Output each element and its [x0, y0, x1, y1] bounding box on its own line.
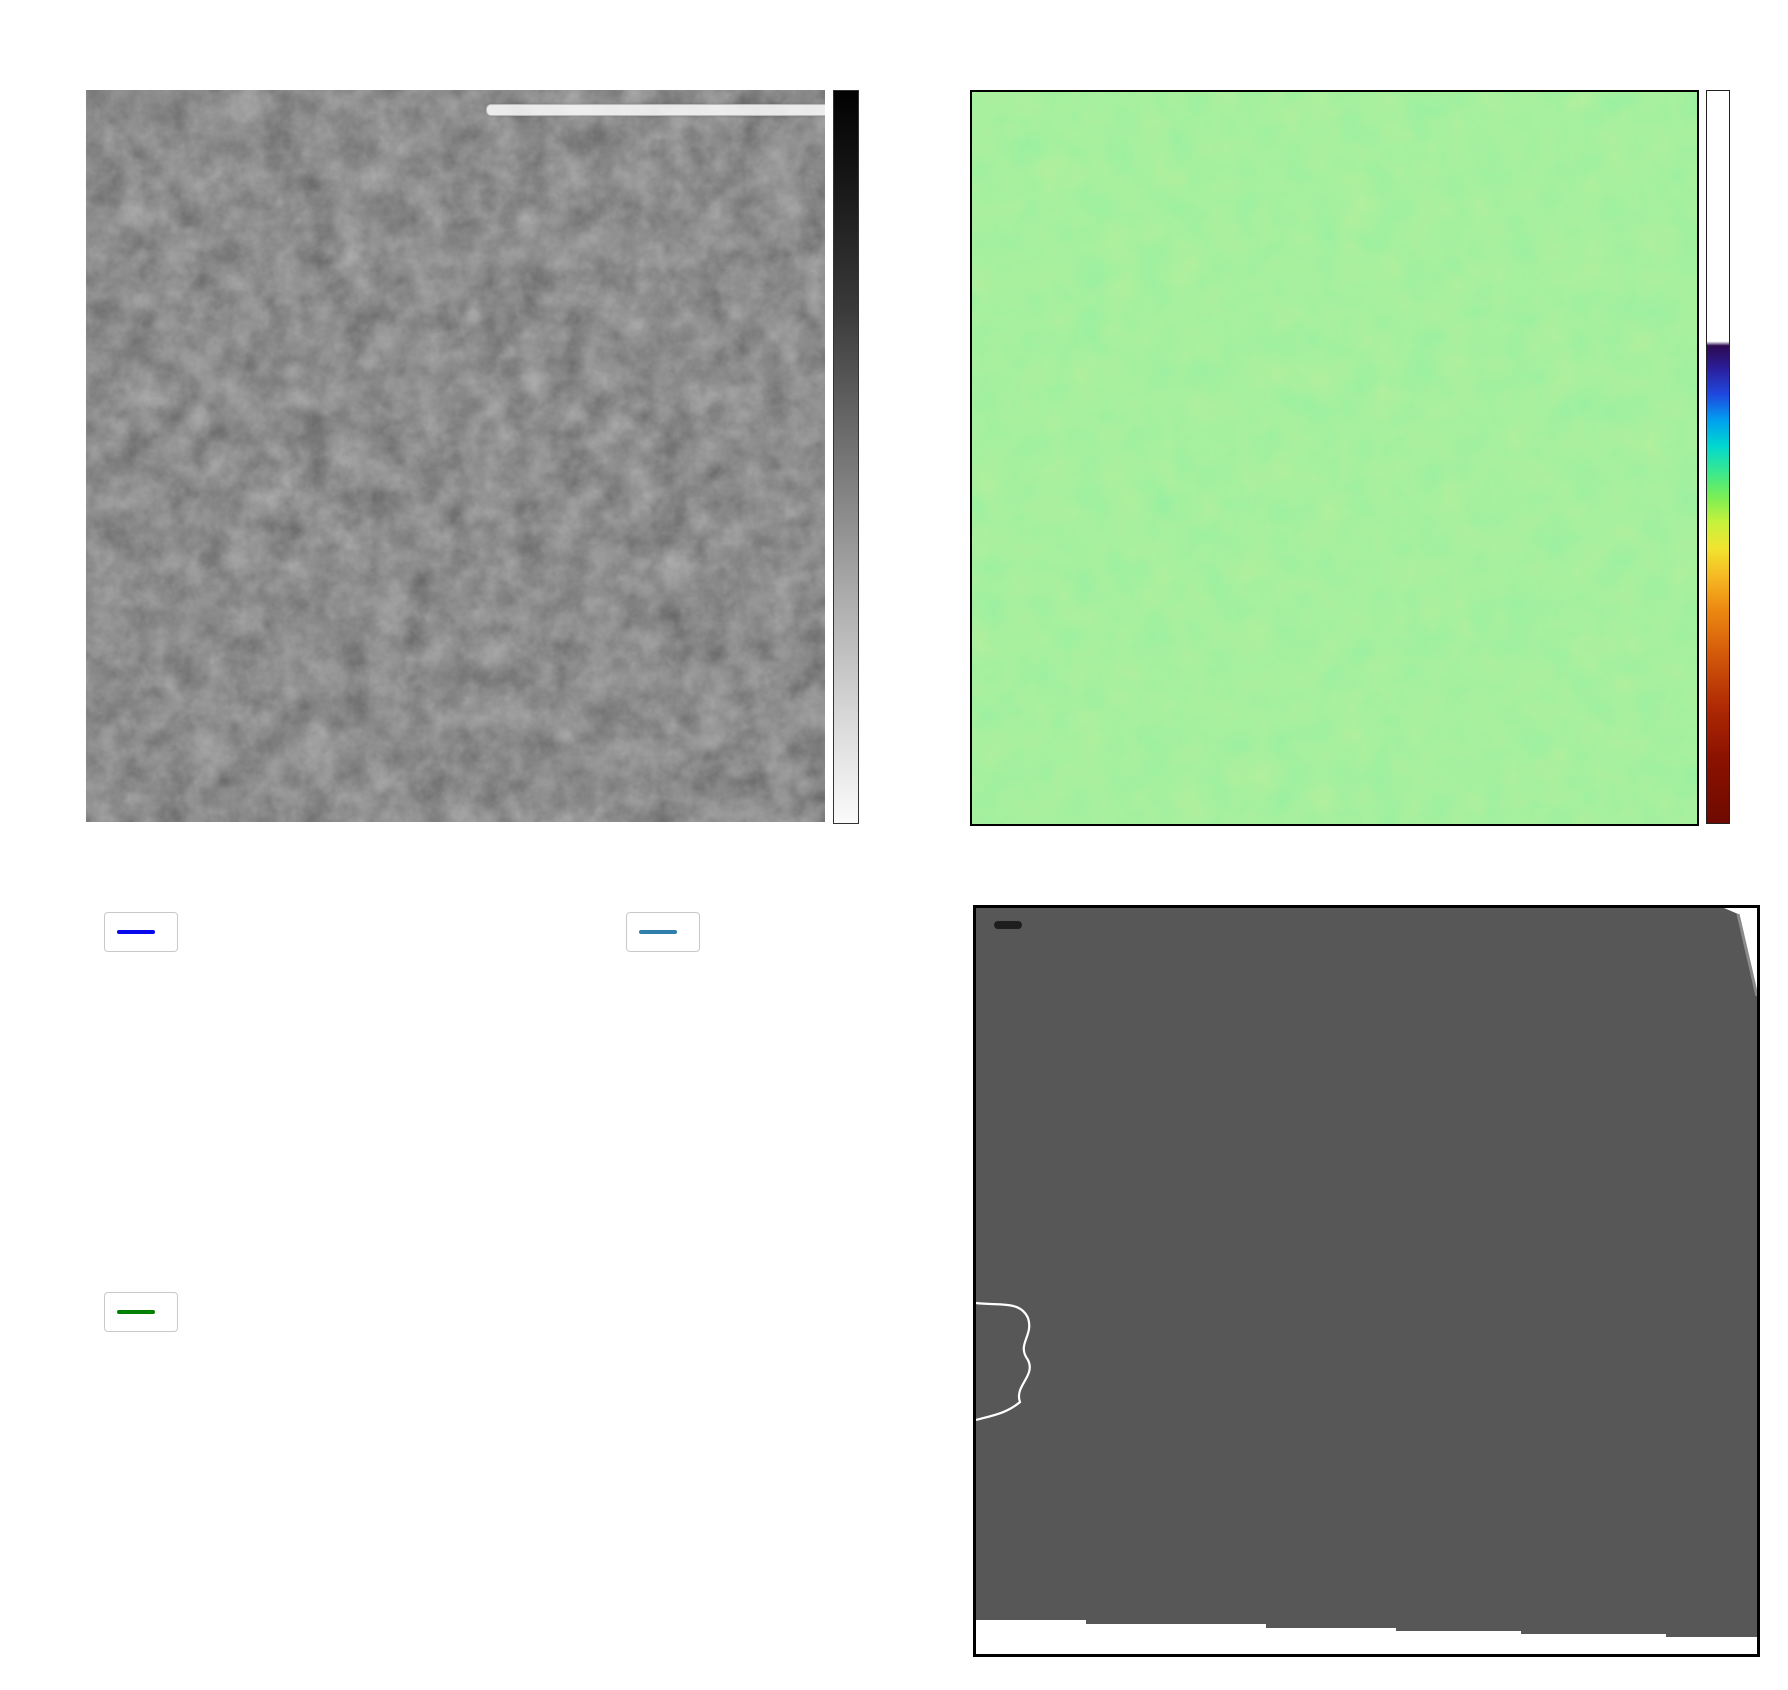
wmg-coastline — [976, 1301, 1031, 1422]
wind-legend — [104, 912, 178, 952]
map-legend — [486, 104, 825, 116]
right-colorbar — [1706, 90, 1730, 824]
pressure-legend — [626, 912, 700, 952]
band14-satellite-map — [86, 90, 825, 822]
left-colorbar — [833, 90, 859, 824]
wind-line-swatch — [117, 929, 155, 935]
pressure-line-swatch — [639, 929, 677, 935]
wmg-corner-sliver — [1724, 908, 1757, 996]
wmg-count-badge — [994, 921, 1022, 929]
ace-line-swatch — [117, 1309, 155, 1315]
diagnosis-charts — [0, 855, 965, 1690]
wmg-bottom-strip — [976, 1620, 1757, 1654]
ace-legend — [104, 1292, 178, 1332]
awv-satellite-map — [970, 90, 1699, 826]
wmg-panel — [973, 905, 1760, 1657]
